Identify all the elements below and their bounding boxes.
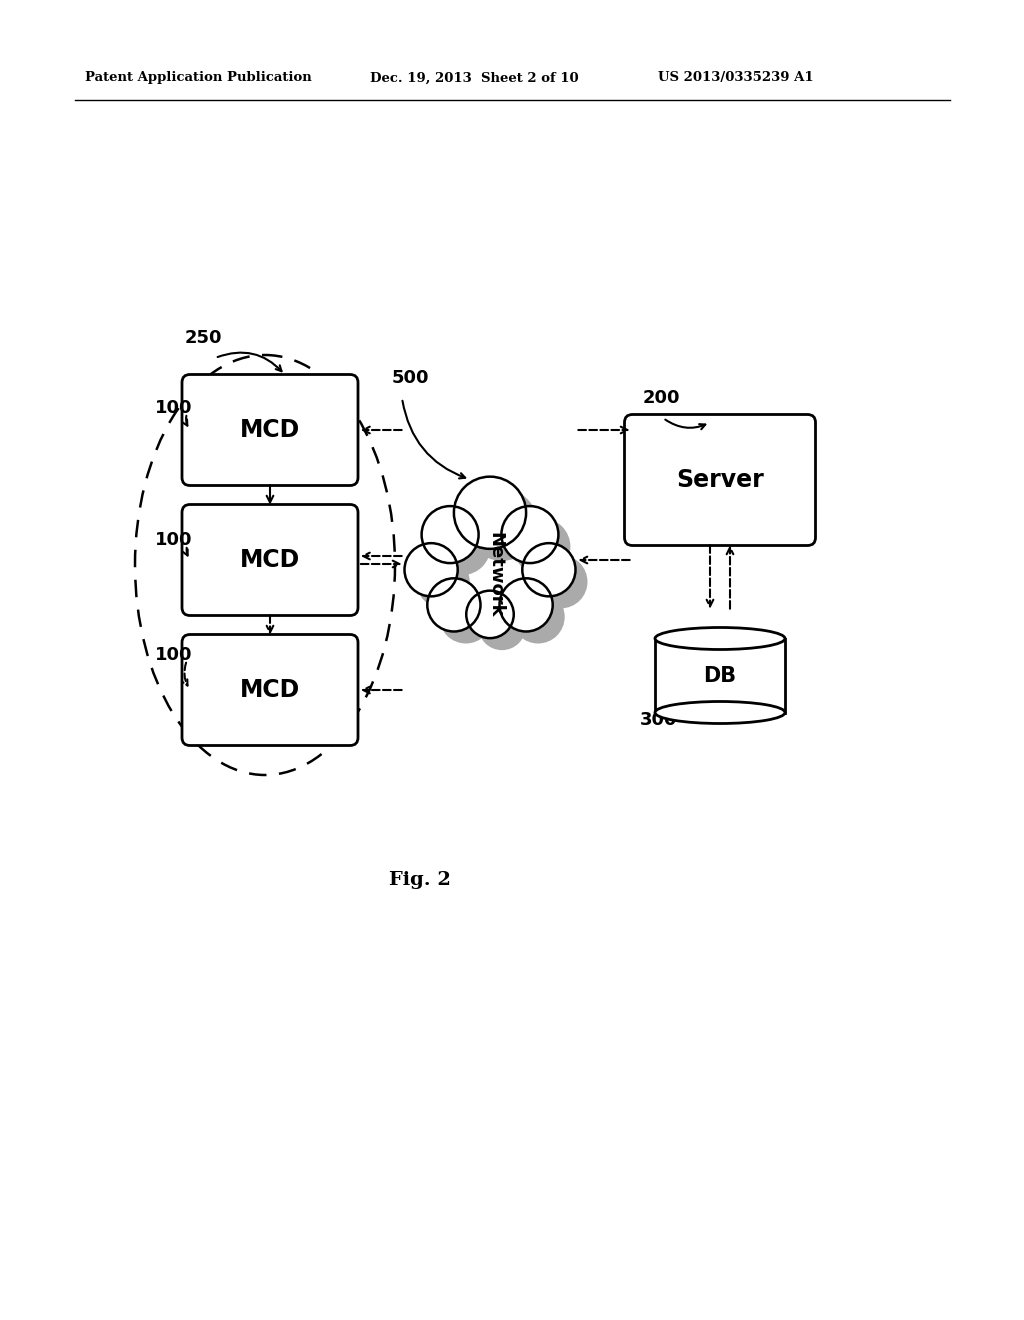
Circle shape xyxy=(417,556,470,609)
Text: Fig. 2: Fig. 2 xyxy=(389,871,451,888)
Circle shape xyxy=(466,590,514,638)
Circle shape xyxy=(502,506,558,564)
FancyBboxPatch shape xyxy=(182,504,358,615)
Text: 100: 100 xyxy=(155,531,193,549)
Circle shape xyxy=(466,488,538,561)
FancyBboxPatch shape xyxy=(182,375,358,486)
Text: Dec. 19, 2013  Sheet 2 of 10: Dec. 19, 2013 Sheet 2 of 10 xyxy=(370,71,579,84)
Ellipse shape xyxy=(655,627,785,649)
FancyBboxPatch shape xyxy=(182,635,358,746)
Circle shape xyxy=(427,578,480,631)
Circle shape xyxy=(513,519,570,576)
Text: Network: Network xyxy=(486,532,504,618)
Text: 100: 100 xyxy=(155,399,193,417)
Text: 250: 250 xyxy=(185,329,222,347)
Circle shape xyxy=(500,578,553,631)
Circle shape xyxy=(422,506,478,564)
Ellipse shape xyxy=(655,701,785,723)
Text: 300: 300 xyxy=(640,711,678,729)
Circle shape xyxy=(439,590,493,644)
Text: MCD: MCD xyxy=(240,418,300,442)
Circle shape xyxy=(522,543,575,597)
Text: MCD: MCD xyxy=(240,678,300,702)
Circle shape xyxy=(404,543,458,597)
Circle shape xyxy=(512,590,564,644)
Bar xyxy=(655,639,785,713)
FancyBboxPatch shape xyxy=(625,414,815,545)
Text: DB: DB xyxy=(703,665,736,685)
Circle shape xyxy=(433,519,490,576)
Text: 500: 500 xyxy=(392,370,429,387)
Text: 200: 200 xyxy=(643,389,681,407)
Circle shape xyxy=(454,477,526,549)
Circle shape xyxy=(535,556,588,609)
Circle shape xyxy=(478,603,525,651)
Text: 100: 100 xyxy=(155,645,193,664)
Text: Patent Application Publication: Patent Application Publication xyxy=(85,71,311,84)
Text: Server: Server xyxy=(676,469,764,492)
Text: MCD: MCD xyxy=(240,548,300,572)
Text: US 2013/0335239 A1: US 2013/0335239 A1 xyxy=(658,71,814,84)
